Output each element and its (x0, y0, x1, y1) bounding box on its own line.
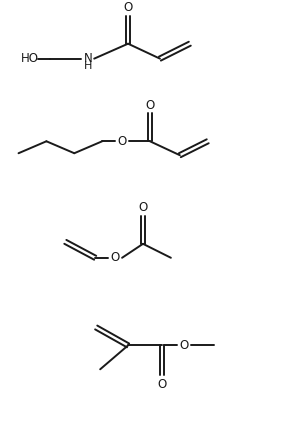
Text: O: O (179, 339, 188, 352)
Text: O: O (138, 201, 148, 215)
Text: O: O (157, 378, 166, 391)
Text: N: N (84, 52, 93, 65)
Text: O: O (123, 1, 133, 14)
Text: HO: HO (20, 52, 38, 65)
Text: H: H (84, 61, 93, 71)
Text: O: O (145, 99, 155, 112)
Text: O: O (117, 135, 127, 148)
Text: O: O (110, 251, 120, 264)
